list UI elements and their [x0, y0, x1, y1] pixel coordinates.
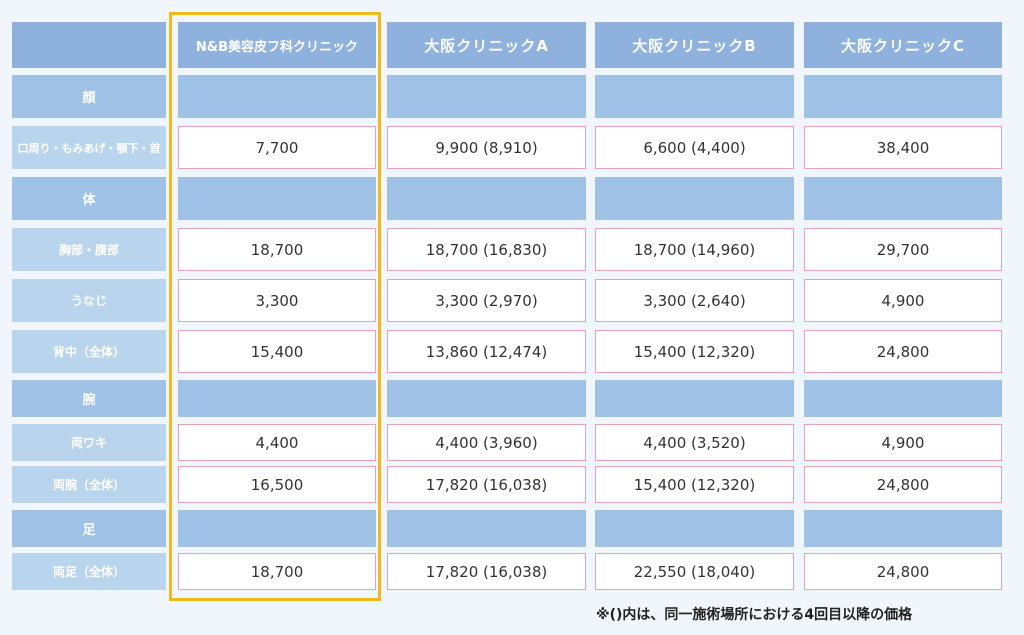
area-label: 両ワキ — [12, 424, 166, 461]
area-label: 口周り・もみあげ・顎下・首 — [12, 126, 166, 169]
section-fill — [595, 177, 794, 220]
section-fill — [804, 75, 1002, 118]
section-label: 腕 — [12, 380, 166, 417]
section-fill — [178, 177, 376, 220]
area-label: 胸部・腹部 — [12, 228, 166, 271]
price-cell: 3,300 (2,970) — [387, 279, 586, 322]
clinic-header: 大阪クリニックB — [595, 22, 794, 68]
area-label: 背中（全体） — [12, 330, 166, 373]
price-cell: 16,500 — [178, 466, 376, 503]
section-fill — [595, 380, 794, 417]
section-fill — [178, 510, 376, 547]
section-fill — [804, 380, 1002, 417]
section-fill — [595, 510, 794, 547]
price-cell: 7,700 — [178, 126, 376, 169]
price-cell: 4,900 — [804, 279, 1002, 322]
section-fill — [387, 177, 586, 220]
section-label: 足 — [12, 510, 166, 547]
clinic-header: 大阪クリニックC — [804, 22, 1002, 68]
price-cell: 4,900 — [804, 424, 1002, 461]
price-cell: 15,400 — [178, 330, 376, 373]
price-cell: 22,550 (18,040) — [595, 553, 794, 590]
price-cell: 6,600 (4,400) — [595, 126, 794, 169]
section-fill — [804, 510, 1002, 547]
header-corner — [12, 22, 166, 68]
section-label: 顔 — [12, 75, 166, 118]
section-label: 体 — [12, 177, 166, 220]
price-cell: 24,800 — [804, 553, 1002, 590]
price-cell: 13,860 (12,474) — [387, 330, 586, 373]
section-fill — [387, 75, 586, 118]
price-cell: 18,700 — [178, 553, 376, 590]
clinic-header: N&B美容皮フ科クリニック — [178, 22, 376, 68]
area-label: うなじ — [12, 279, 166, 322]
area-label: 両腕（全体） — [12, 466, 166, 503]
section-fill — [804, 177, 1002, 220]
price-cell: 29,700 — [804, 228, 1002, 271]
section-fill — [387, 380, 586, 417]
price-cell: 38,400 — [804, 126, 1002, 169]
price-cell: 15,400 (12,320) — [595, 330, 794, 373]
section-fill — [595, 75, 794, 118]
section-fill — [178, 75, 376, 118]
section-fill — [387, 510, 586, 547]
price-cell: 9,900 (8,910) — [387, 126, 586, 169]
clinic-header: 大阪クリニックA — [387, 22, 586, 68]
footnote: ※()内は、同一施術場所における4回目以降の価格 — [596, 607, 913, 623]
price-cell: 3,300 (2,640) — [595, 279, 794, 322]
price-cell: 17,820 (16,038) — [387, 553, 586, 590]
price-cell: 18,700 — [178, 228, 376, 271]
section-fill — [178, 380, 376, 417]
price-cell: 4,400 — [178, 424, 376, 461]
price-cell: 18,700 (14,960) — [595, 228, 794, 271]
price-cell: 3,300 — [178, 279, 376, 322]
price-cell: 24,800 — [804, 330, 1002, 373]
price-cell: 4,400 (3,520) — [595, 424, 794, 461]
area-label: 両足（全体） — [12, 553, 166, 590]
price-cell: 15,400 (12,320) — [595, 466, 794, 503]
price-cell: 17,820 (16,038) — [387, 466, 586, 503]
price-cell: 4,400 (3,960) — [387, 424, 586, 461]
price-cell: 24,800 — [804, 466, 1002, 503]
price-cell: 18,700 (16,830) — [387, 228, 586, 271]
